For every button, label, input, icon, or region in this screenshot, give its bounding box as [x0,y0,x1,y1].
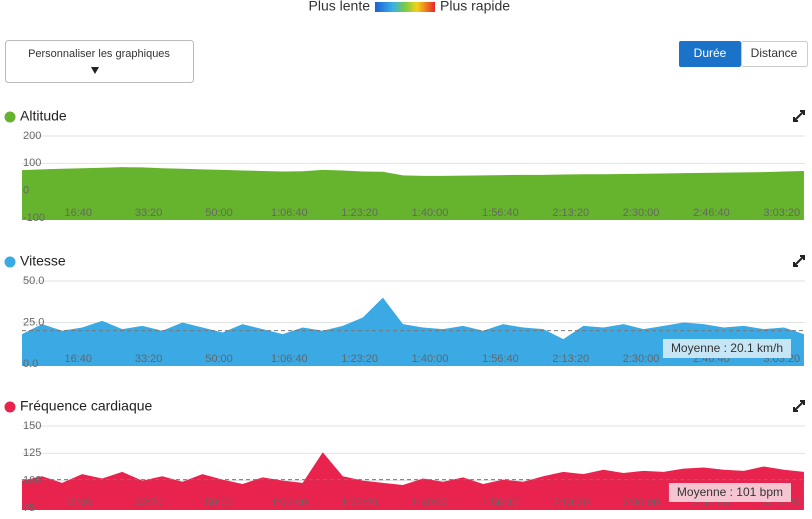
x-tick-label: 2:13:20 [552,497,589,509]
x-tick-label: 16:40 [65,207,93,219]
fast-label: Plus rapide [440,0,510,14]
x-tick-label: 50:00 [205,497,233,509]
x-tick-label: 2:13:20 [552,207,589,219]
x-tick-label: 33:20 [135,207,163,219]
x-tick-label: 2:13:20 [552,353,589,365]
y-tick-label: 0 [23,185,29,197]
x-tick-label: 33:20 [135,497,163,509]
y-tick-label: 50.0 [23,275,44,287]
expand-icon[interactable] [793,400,805,412]
x-tick-label: 1:23:20 [341,497,378,509]
x-tick-label: 2:30:00 [623,207,660,219]
speed-gradient [375,2,435,12]
chart-title: Fréquence cardiaque [20,398,153,414]
area [22,167,804,220]
x-tick-label: 1:56:40 [482,207,519,219]
x-tick-label: 1:06:40 [271,497,308,509]
x-tick-label: 16:40 [65,353,93,365]
x-tick-label: 2:30:00 [623,497,660,509]
x-tick-label: 2:46:40 [693,207,730,219]
x-tick-label: 1:06:40 [271,353,308,365]
x-tick-label: 33:20 [135,353,163,365]
chart-title: Altitude [20,108,67,124]
x-tick-label: 1:56:40 [482,353,519,365]
area [22,452,804,510]
y-tick-label: 200 [23,130,41,142]
x-tick-label: 1:23:20 [341,353,378,365]
legend-dot [4,111,16,123]
customize-button[interactable] [5,40,194,83]
chart-title: Vitesse [20,253,66,269]
y-tick-label: 100 [23,157,41,169]
toggle-distance-label: Distance [751,46,798,60]
x-tick-label: 50:00 [205,207,233,219]
toggle-distance[interactable] [741,41,808,67]
average-box [668,483,791,502]
y-tick-label: -100 [23,212,45,224]
x-tick-label: 1:23:20 [341,207,378,219]
slow-label: Plus lente [309,0,371,14]
y-tick-label: 100 [23,475,41,487]
x-tick-label: 1:40:00 [412,497,449,509]
legend-dot [4,401,16,413]
x-tick-label: 16:40 [65,497,93,509]
x-tick-label: 1:40:00 [412,353,449,365]
x-tick-label: 1:56:40 [482,497,519,509]
y-tick-label: 150 [23,420,41,432]
customize-label: Personnaliser les graphiques [28,48,170,60]
expand-icon[interactable] [793,110,805,122]
average-label: Moyenne : 20.1 km/h [671,341,783,355]
y-tick-label: 0.0 [23,358,38,370]
area [22,297,804,366]
toggle-duration[interactable] [679,41,741,67]
x-tick-label: 1:06:40 [271,207,308,219]
toggle-duration-label: Durée [694,46,727,60]
dropdown-arrow [91,67,99,74]
x-tick-label: 3:03:20 [763,207,800,219]
expand-icon[interactable] [793,255,805,267]
y-tick-label: 75 [23,502,35,514]
legend-dot [4,256,16,268]
x-tick-label: 2:30:00 [623,353,660,365]
x-tick-label: 1:40:00 [412,207,449,219]
average-box [662,339,791,358]
y-tick-label: 25.0 [23,316,44,328]
average-label: Moyenne : 101 bpm [677,485,783,499]
x-tick-label: 50:00 [205,353,233,365]
y-tick-label: 125 [23,447,41,459]
